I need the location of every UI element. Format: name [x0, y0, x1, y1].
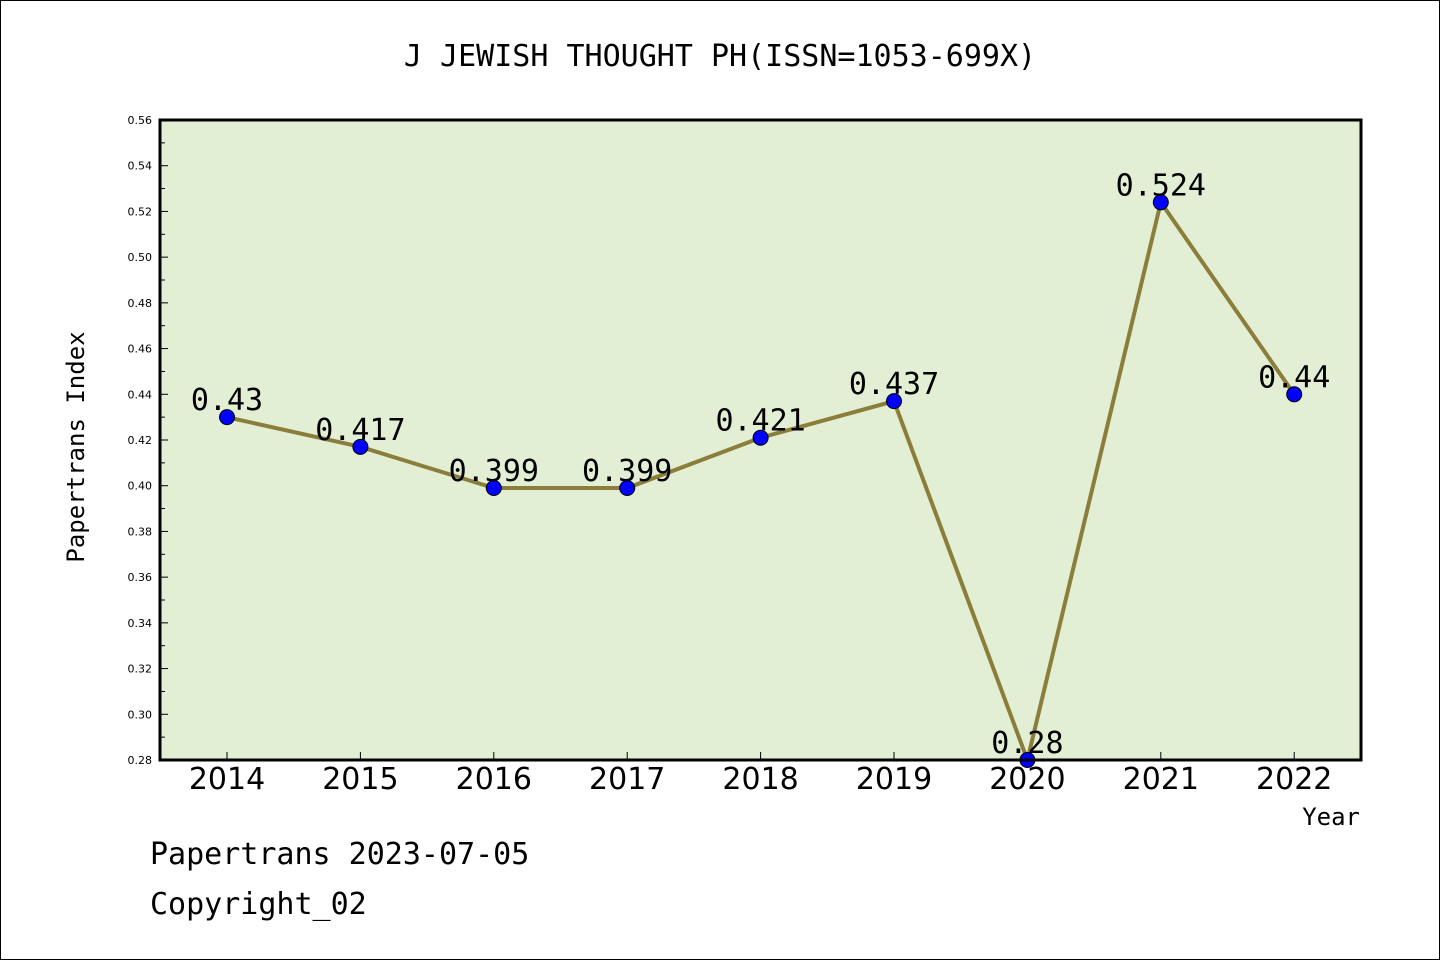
- y-tick-label: 0.34: [128, 617, 153, 630]
- series-markers: [219, 194, 1303, 768]
- y-tick-label: 0.46: [128, 343, 153, 356]
- data-label: 0.28: [991, 726, 1063, 761]
- data-labels: 0.43 0.417 0.399 0.399 0.421 0.437 0.28 0.524 0.…: [191, 168, 1330, 761]
- data-point: [1286, 386, 1303, 403]
- footer-copyright: Copyright_02: [150, 887, 367, 922]
- x-tick-label: 2019: [856, 762, 932, 797]
- data-label: 0.399: [582, 454, 672, 489]
- data-label: 0.417: [315, 413, 405, 448]
- x-axis-label: Year: [1302, 803, 1360, 831]
- data-point: [619, 480, 636, 496]
- y-tick-label: 0.36: [128, 571, 153, 584]
- x-tick-label: 2021: [1123, 762, 1199, 797]
- y-tick-label: 0.56: [128, 114, 153, 127]
- y-tick-label: 0.44: [128, 388, 153, 401]
- x-tick-label: 2022: [1256, 762, 1332, 797]
- data-point: [886, 393, 902, 410]
- data-label: 0.44: [1258, 360, 1330, 395]
- x-tick-label: 2018: [722, 762, 798, 797]
- x-tick-label: 2017: [589, 762, 665, 797]
- y-tick-label: 0.28: [128, 754, 153, 767]
- y-tick-label: 0.54: [128, 160, 153, 173]
- y-tick-label: 0.42: [128, 434, 153, 447]
- data-label: 0.421: [715, 404, 805, 439]
- y-tick-label: 0.40: [128, 480, 153, 493]
- y-axis-label: Papertrans Index: [62, 331, 90, 562]
- data-label: 0.524: [1116, 168, 1206, 203]
- y-tick-label: 0.38: [128, 525, 153, 538]
- chart-title: J JEWISH THOUGHT PH(ISSN=1053-699X): [404, 39, 1036, 74]
- x-tick-label: 2015: [322, 762, 398, 797]
- y-tick-label: 0.50: [128, 251, 153, 264]
- data-label: 0.43: [191, 383, 263, 418]
- data-label: 0.437: [849, 367, 939, 402]
- y-tick-label: 0.32: [128, 663, 153, 676]
- data-point: [219, 409, 235, 426]
- data-label: 0.399: [449, 454, 539, 489]
- y-tick-label: 0.52: [128, 205, 153, 218]
- footer-date: Papertrans 2023-07-05: [150, 837, 529, 872]
- x-tick-label: 2014: [189, 762, 265, 797]
- data-point: [752, 429, 769, 446]
- plot-border: [158, 118, 1363, 762]
- data-point: [352, 438, 369, 455]
- y-tick-label: 0.48: [128, 297, 153, 310]
- y-axis-ticks: 0.28 0.30 0.32 0.34 0.36 0.38 0.40 0.42 0.44 0.46…: [128, 114, 168, 767]
- x-tick-label: 2016: [456, 762, 532, 797]
- data-point: [1152, 194, 1169, 211]
- y-tick-label: 0.30: [128, 708, 153, 721]
- data-point: [485, 480, 502, 496]
